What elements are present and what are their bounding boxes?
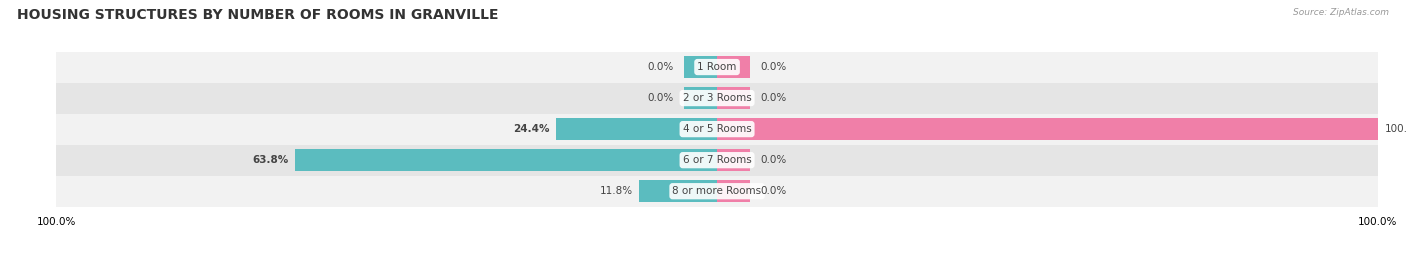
Bar	[295, 149, 717, 171]
Bar	[685, 87, 717, 109]
Bar	[555, 118, 717, 140]
Text: 63.8%: 63.8%	[253, 155, 288, 165]
Bar	[56, 145, 1378, 176]
Text: 0.0%: 0.0%	[648, 62, 673, 72]
Bar	[685, 56, 717, 78]
Bar	[717, 56, 751, 78]
Text: 100.0%: 100.0%	[1385, 124, 1406, 134]
Text: 24.4%: 24.4%	[513, 124, 550, 134]
Text: 11.8%: 11.8%	[599, 186, 633, 196]
Text: 0.0%: 0.0%	[761, 155, 786, 165]
Text: 0.0%: 0.0%	[761, 93, 786, 103]
Text: 6 or 7 Rooms: 6 or 7 Rooms	[683, 155, 751, 165]
Text: 1 Room: 1 Room	[697, 62, 737, 72]
Bar	[56, 83, 1378, 114]
Text: 0.0%: 0.0%	[761, 62, 786, 72]
Bar	[717, 118, 1378, 140]
Text: 2 or 3 Rooms: 2 or 3 Rooms	[683, 93, 751, 103]
Text: 0.0%: 0.0%	[648, 93, 673, 103]
Text: 8 or more Rooms: 8 or more Rooms	[672, 186, 762, 196]
Text: HOUSING STRUCTURES BY NUMBER OF ROOMS IN GRANVILLE: HOUSING STRUCTURES BY NUMBER OF ROOMS IN…	[17, 8, 498, 22]
Bar	[717, 149, 751, 171]
Text: 0.0%: 0.0%	[761, 186, 786, 196]
Bar	[717, 180, 751, 202]
Bar	[56, 114, 1378, 145]
Bar	[640, 180, 717, 202]
Text: Source: ZipAtlas.com: Source: ZipAtlas.com	[1294, 8, 1389, 17]
Bar	[56, 52, 1378, 83]
Text: 4 or 5 Rooms: 4 or 5 Rooms	[683, 124, 751, 134]
Bar	[56, 176, 1378, 207]
Bar	[717, 87, 751, 109]
